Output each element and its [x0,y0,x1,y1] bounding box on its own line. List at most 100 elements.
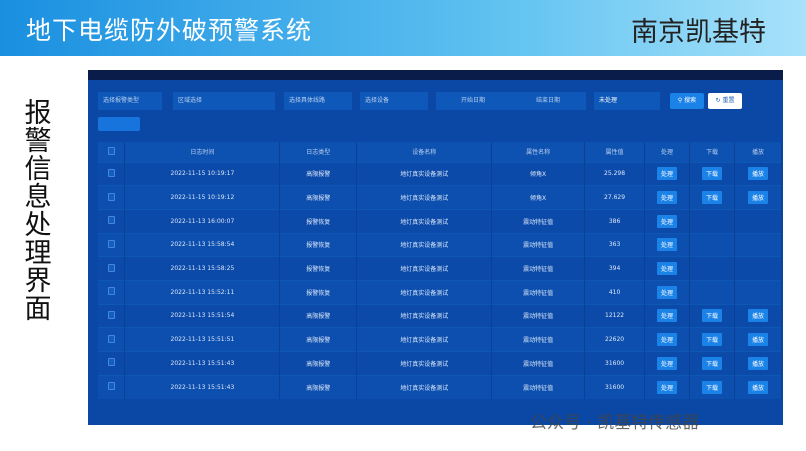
row-select [98,351,126,376]
download-button[interactable]: 下载 [701,356,722,370]
cell-attr: 震动特征值 [491,351,586,376]
download-button[interactable]: 下载 [701,191,722,205]
cell-type: 高限报警 [279,327,358,352]
handle-button[interactable]: 处理 [657,238,678,252]
row-checkbox[interactable] [107,334,115,343]
cell-time: 2022-11-15 10:19:17 [124,161,281,186]
cell-handle: 处理 [644,374,690,399]
play-button[interactable]: 播放 [747,309,768,323]
handle-button[interactable]: 处理 [657,285,678,299]
cell-handle: 处理 [644,351,690,376]
cell-play: 播放 [734,185,783,210]
cell-download: 下载 [689,327,735,352]
col-type: 日志类型 [279,142,358,162]
table-row: 2022-11-13 16:00:07 报警恢复 地灯真实设备测试 震动特征值 … [98,208,783,234]
cell-play: 播放 [734,161,783,186]
alarm-type-select[interactable]: 选择报警类型 [98,92,162,110]
play-button[interactable]: 播放 [747,356,768,370]
row-select [98,161,126,186]
handle-button[interactable]: 处理 [657,167,678,181]
col-attr: 属性名称 [491,142,586,162]
alarm-table: 日志时间 日志类型 设备名称 属性名称 属性值 处理 下载 播放 2022-11… [98,142,783,399]
start-date-input[interactable]: 开始日期 [436,92,510,110]
play-button[interactable]: 播放 [747,380,768,394]
row-checkbox[interactable] [107,239,115,248]
handle-button[interactable]: 处理 [657,309,678,323]
row-checkbox[interactable] [107,358,115,367]
handle-button[interactable]: 处理 [657,191,678,205]
row-checkbox[interactable] [107,287,115,296]
cell-download: 下载 [689,185,735,210]
handle-button[interactable]: 处理 [657,214,678,228]
reset-button[interactable]: ↻ 重置 [708,93,742,109]
cell-download [689,279,735,305]
col-value: 属性值 [584,142,646,162]
col-download: 下载 [689,142,735,162]
cell-download [689,208,735,234]
area-select[interactable]: 区域选择 [173,92,275,110]
col-handle: 处理 [644,142,690,162]
cell-time: 2022-11-15 10:19:12 [124,185,281,210]
cell-type: 报警恢复 [279,279,358,305]
handle-button[interactable]: 处理 [657,262,678,276]
cell-play: 播放 [734,351,783,376]
row-select [98,256,126,281]
row-checkbox[interactable] [107,263,115,272]
table-row: 2022-11-15 10:19:17 高限报警 地灯真实设备测试 倾角X 25… [98,161,783,186]
cell-device: 地灯真实设备测试 [356,327,493,352]
cell-handle: 处理 [644,185,690,210]
cell-attr: 震动特征值 [491,327,586,352]
handle-button[interactable]: 处理 [657,356,678,370]
cell-play [734,279,783,305]
cell-download [689,232,735,257]
cell-value: 27.629 [584,185,646,210]
cell-attr: 震动特征值 [491,374,586,399]
cell-attr: 倾角X [491,185,586,210]
download-button[interactable]: 下载 [701,309,722,323]
row-checkbox[interactable] [107,216,115,225]
cell-device: 地灯真实设备测试 [356,303,493,328]
brand-name: 南京凯基特 [631,17,766,48]
cell-value: 31600 [584,351,646,376]
row-checkbox[interactable] [107,382,115,391]
cell-time: 2022-11-13 16:00:07 [124,208,281,234]
table-row: 2022-11-13 15:51:51 高限报警 地灯真实设备测试 震动特征值 … [98,327,783,352]
cell-value: 410 [584,279,646,305]
cell-download: 下载 [689,351,735,376]
download-button[interactable]: 下载 [701,380,722,394]
cell-type: 高限报警 [279,374,358,399]
handle-button[interactable]: 处理 [657,333,678,347]
cell-device: 地灯真实设备测试 [356,374,493,399]
action-button[interactable] [98,117,140,131]
cell-type: 高限报警 [279,185,358,210]
download-button[interactable]: 下载 [701,333,722,347]
cell-type: 高限报警 [279,303,358,328]
col-time: 日志时间 [124,142,281,162]
row-checkbox[interactable] [107,192,115,201]
cell-handle: 处理 [644,279,690,305]
cell-value: 363 [584,232,646,257]
cell-device: 地灯真实设备测试 [356,208,493,234]
handle-button[interactable]: 处理 [657,380,678,394]
cell-attr: 震动特征值 [491,232,586,257]
cell-value: 22620 [584,327,646,352]
line-select[interactable]: 选择具体线路 [284,92,352,110]
row-checkbox[interactable] [107,310,115,319]
cell-device: 地灯真实设备测试 [356,351,493,376]
cell-time: 2022-11-13 15:51:54 [124,303,281,328]
select-all-checkbox[interactable] [107,146,115,155]
search-button[interactable]: ⚲ 搜索 [670,93,704,109]
device-select[interactable]: 选择设备 [360,92,428,110]
play-button[interactable]: 播放 [747,167,768,181]
play-button[interactable]: 播放 [747,333,768,347]
row-select [98,374,126,399]
row-checkbox[interactable] [107,168,115,177]
play-button[interactable]: 播放 [747,191,768,205]
cell-device: 地灯真实设备测试 [356,232,493,257]
status-select[interactable]: 未处理 [594,92,660,110]
end-date-input[interactable]: 结束日期 [510,92,586,110]
cell-type: 高限报警 [279,351,358,376]
download-button[interactable]: 下载 [701,167,722,181]
col-device: 设备名称 [356,142,493,162]
cell-time: 2022-11-13 15:51:51 [124,327,281,352]
